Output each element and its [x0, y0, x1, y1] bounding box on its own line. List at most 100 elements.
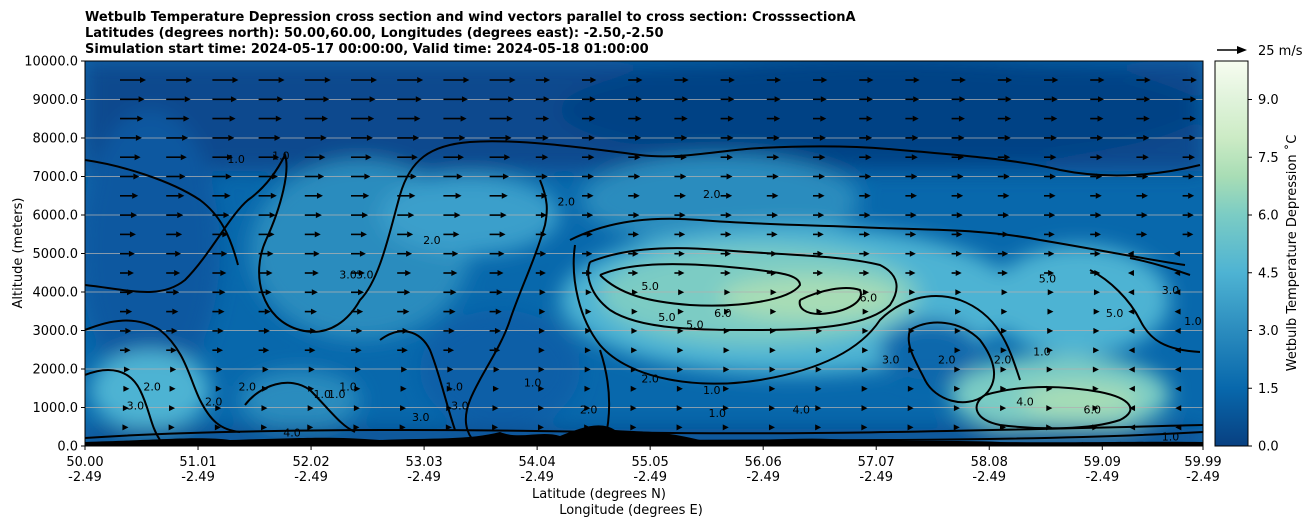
wind-vector-head: [1128, 327, 1135, 334]
wind-vector-arrow: [862, 289, 869, 296]
contour-label: 5.0: [641, 280, 659, 293]
wind-vector-head: [1141, 231, 1148, 238]
wind-vector-arrow: [443, 270, 458, 276]
wind-vector-head: [865, 154, 872, 161]
wind-vector-head: [633, 192, 640, 199]
wind-vector-head: [724, 308, 731, 315]
wind-vector-head: [1187, 212, 1194, 219]
wind-vector-arrow: [1136, 192, 1148, 199]
wind-vector-arrow: [212, 77, 239, 83]
wind-vector-arrow: [1127, 250, 1134, 257]
wind-vector-head: [956, 212, 963, 219]
wind-vector-head: [770, 270, 777, 276]
wind-vector-head: [311, 289, 318, 296]
wind-vector-arrow: [584, 443, 589, 446]
wind-vector-arrow: [997, 192, 1010, 199]
x-axis-label-2: Longitude (degrees E): [559, 503, 703, 518]
wind-vector-arrow: [258, 327, 270, 334]
wind-vector-arrow: [723, 327, 730, 334]
wind-vector-head: [866, 134, 873, 141]
x-tick-label-lat: 58.08: [971, 455, 1008, 470]
wind-vector-head: [309, 347, 316, 354]
wind-vector-head: [958, 134, 965, 141]
wind-vector-arrow: [1044, 134, 1057, 141]
wind-vector-head: [538, 347, 545, 354]
wind-vector-arrow: [631, 308, 638, 315]
wind-vector-arrow: [1090, 77, 1105, 83]
wind-vector-head: [1051, 115, 1058, 122]
wind-vector-head: [1049, 173, 1056, 180]
wind-vector-arrow: [166, 289, 180, 296]
wind-vector-arrow: [1174, 366, 1181, 373]
wind-vector-head: [771, 250, 778, 257]
wind-vector-head: [540, 231, 547, 238]
wind-vector-head: [584, 443, 589, 446]
wind-vector-head: [723, 385, 730, 392]
wind-vector-arrow: [1090, 212, 1102, 219]
wind-vector-head: [492, 424, 499, 431]
wind-vector-arrow: [674, 231, 686, 238]
wind-vector-arrow: [859, 173, 872, 180]
wind-vector-arrow: [212, 308, 225, 315]
wind-vector-head: [408, 212, 415, 219]
wind-vector-head: [460, 115, 467, 122]
wind-vector-head: [542, 134, 549, 141]
wind-vector-head: [1188, 192, 1195, 199]
wind-vector-head: [541, 173, 548, 180]
contour-label: 5.0: [658, 311, 676, 324]
wind-vector-head: [1189, 134, 1196, 141]
wind-vector-head: [1002, 212, 1009, 219]
wind-vector-arrow: [120, 115, 144, 122]
wind-vector-head: [908, 308, 915, 315]
wind-vector-arrow: [166, 347, 177, 354]
wind-vector-arrow: [628, 115, 642, 122]
wind-vector-arrow: [585, 327, 592, 334]
wind-vector-arrow: [214, 424, 221, 431]
wind-vector-arrow: [212, 347, 224, 354]
wind-vector-arrow: [584, 347, 591, 354]
wind-vector-head: [461, 96, 468, 103]
contour-label: 2.0: [641, 373, 659, 386]
wind-vector-head: [1047, 289, 1054, 296]
wind-vector-arrow: [766, 250, 778, 257]
wind-vector-arrow: [769, 385, 776, 392]
plot-area: 1.0 1.02.02.02.03.0 3.05.05.05.06.06.05.05…: [85, 61, 1203, 446]
wind-vector-arrow: [905, 115, 919, 122]
wind-vector-head: [725, 231, 732, 238]
wind-vector-arrow: [447, 366, 454, 373]
wind-vector-head: [404, 289, 411, 296]
wind-vector-arrow: [630, 424, 637, 431]
wind-vector-arrow: [535, 192, 548, 199]
wind-vector-head: [171, 327, 178, 334]
contour-label: 2.0: [143, 380, 161, 393]
wind-vector-arrow: [397, 77, 424, 83]
wind-vector-arrow: [905, 134, 919, 141]
wind-vector-head: [864, 192, 871, 199]
wind-vector-head: [365, 154, 372, 161]
wind-vector-head: [677, 347, 684, 354]
wind-vector-arrow: [582, 134, 595, 141]
wind-vector-head: [912, 115, 919, 122]
wind-vector-arrow: [1136, 154, 1149, 161]
wind-vector-head: [1046, 424, 1053, 431]
wind-vector-head: [263, 347, 270, 354]
wind-vector-head: [820, 96, 827, 103]
wind-vector-head: [400, 405, 407, 412]
wind-vector-arrow: [489, 212, 507, 219]
wind-vector-head: [450, 289, 457, 296]
wind-vector-head: [953, 424, 960, 431]
wind-vector-arrow: [351, 173, 371, 180]
wind-vector-arrow: [1182, 212, 1194, 219]
wind-vector-arrow: [861, 443, 866, 446]
wind-vector-arrow: [813, 134, 826, 141]
wind-vector-arrow: [951, 231, 963, 238]
wind-vector-head: [861, 385, 868, 392]
wind-vector-arrow: [169, 405, 176, 412]
wind-vector-head: [727, 154, 734, 161]
wind-vector-arrow: [630, 405, 637, 412]
wind-vector-head: [539, 270, 546, 276]
wind-vector-head: [679, 231, 686, 238]
wind-vector-head: [861, 405, 868, 412]
wind-vector-head: [865, 173, 872, 180]
wind-vector-arrow: [997, 154, 1011, 161]
